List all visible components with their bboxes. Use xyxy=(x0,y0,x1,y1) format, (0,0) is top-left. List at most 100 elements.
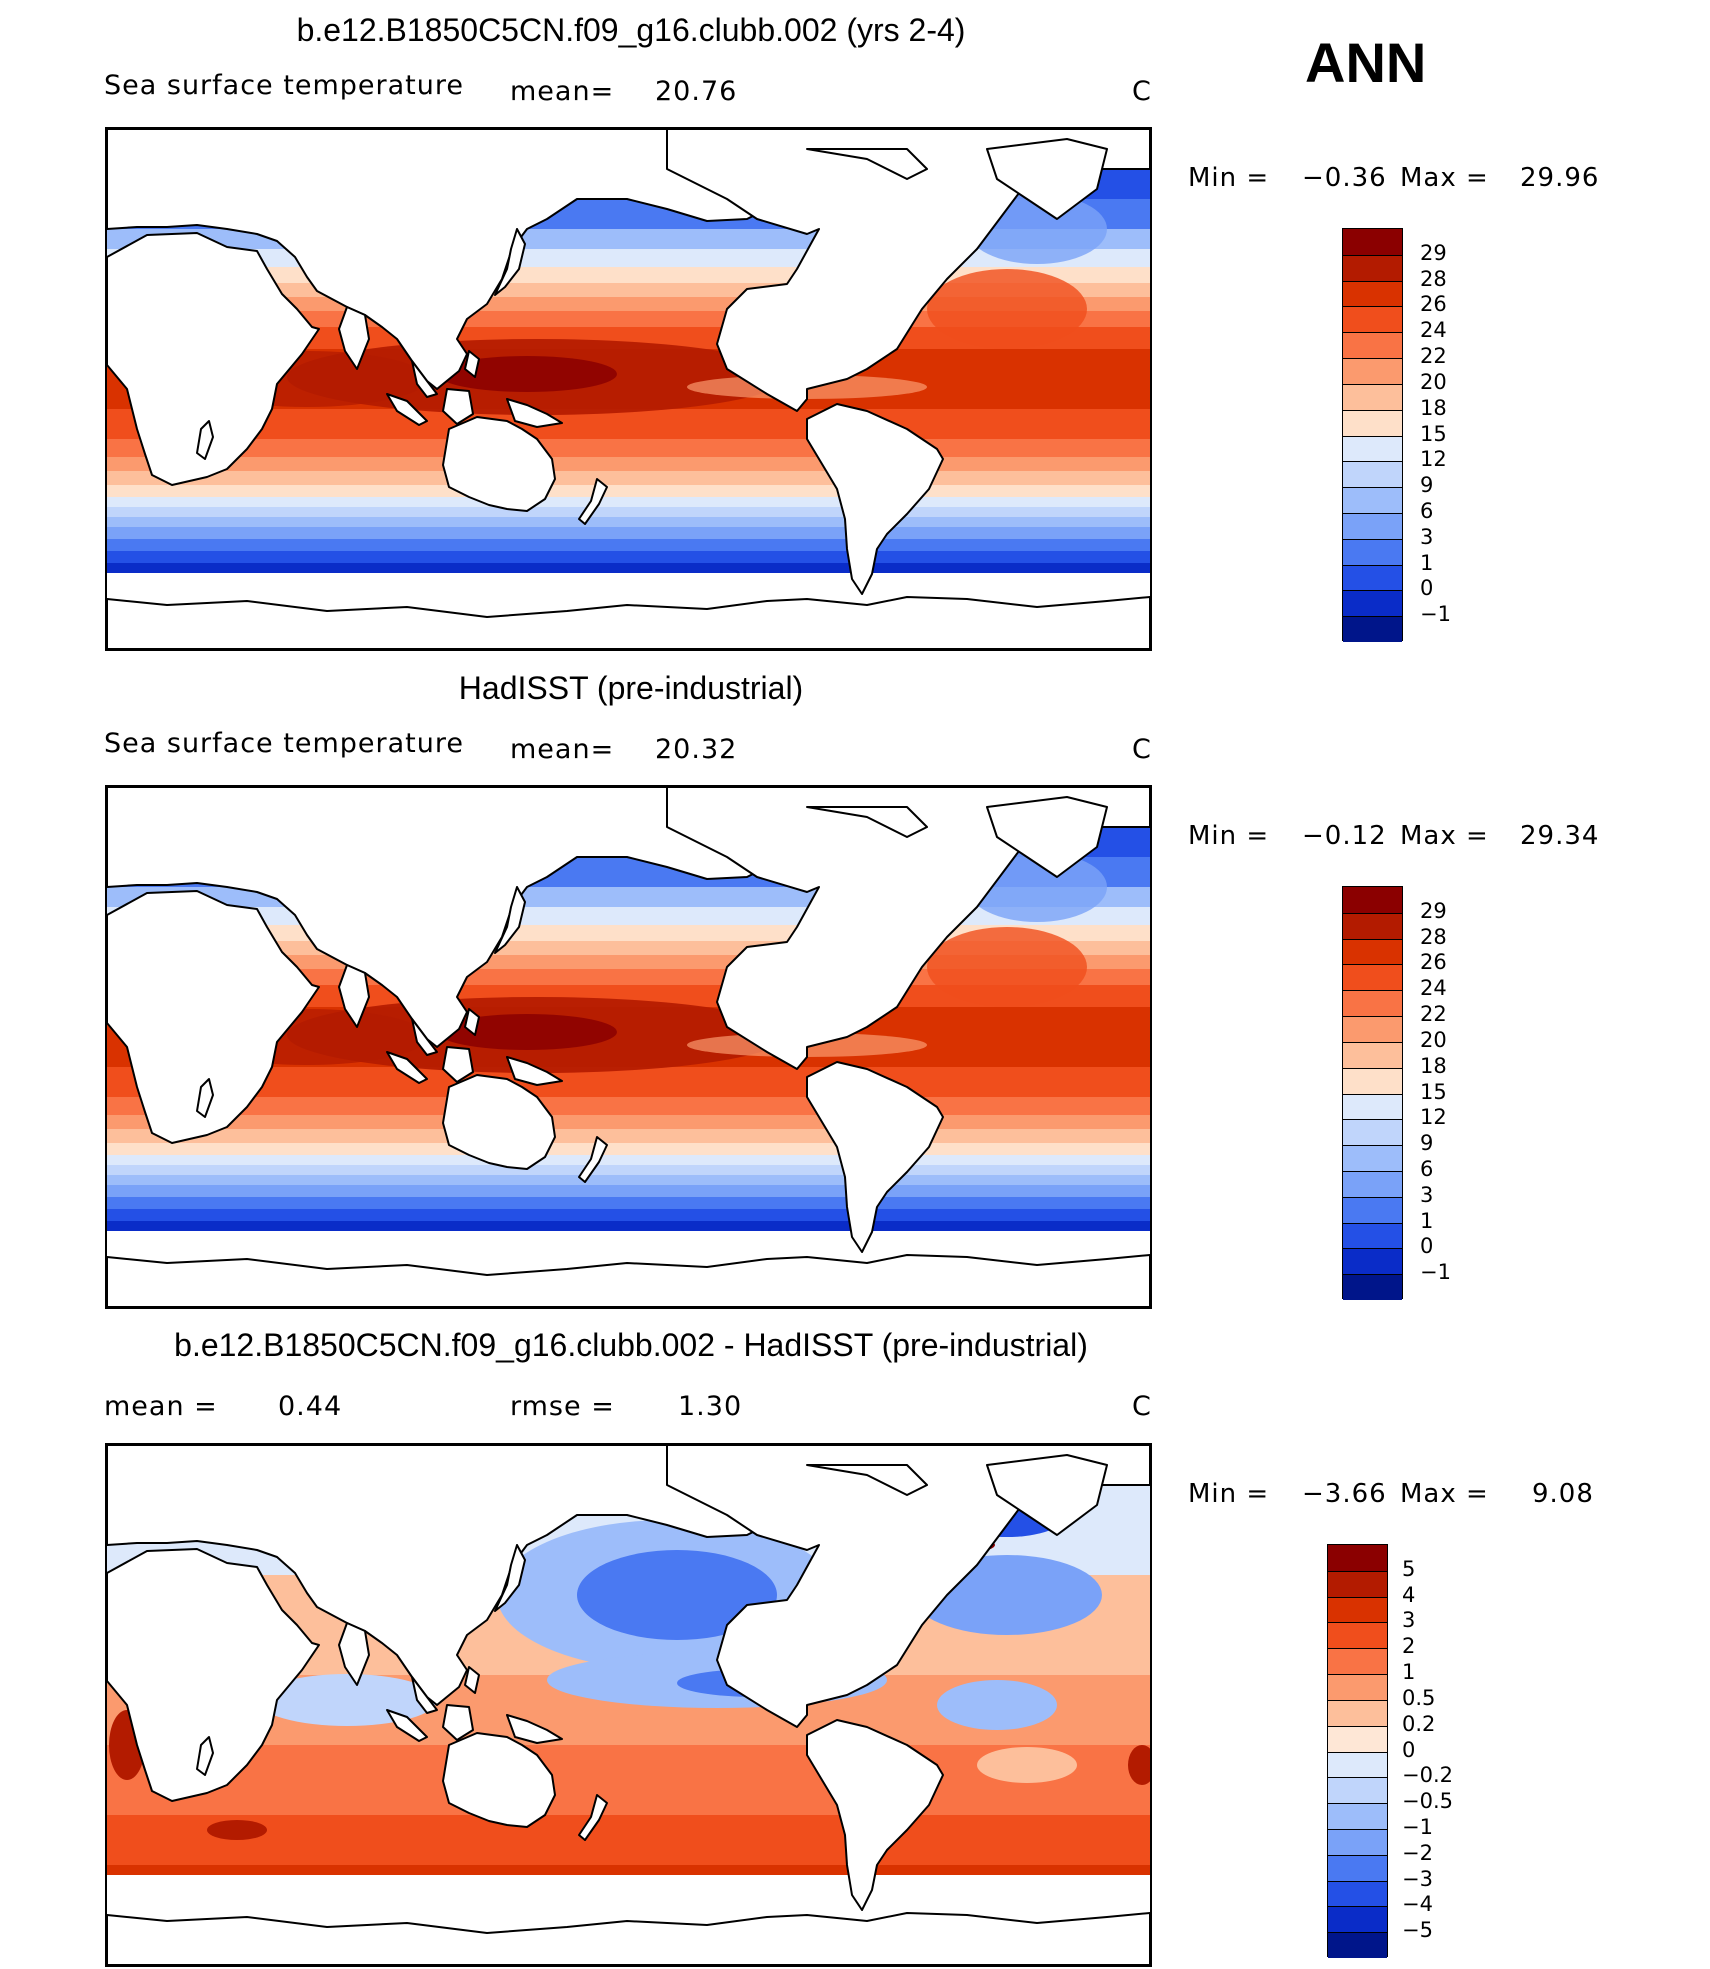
colorbar-tick-label: 6 xyxy=(1420,1156,1434,1181)
colorbar-swatch xyxy=(1343,409,1402,436)
colorbar-tick-label: −1 xyxy=(1420,602,1451,627)
min-value: −0.36 xyxy=(1302,163,1387,193)
colorbar-swatch xyxy=(1328,1674,1387,1700)
coastlines xyxy=(107,787,1150,1307)
colorbar-swatch xyxy=(1343,254,1402,281)
colorbar-swatch xyxy=(1343,564,1402,591)
max-label: Max = xyxy=(1400,1479,1489,1509)
colorbar-swatch xyxy=(1328,1699,1387,1726)
min-value: −3.66 xyxy=(1302,1479,1387,1509)
colorbar-swatch xyxy=(1343,938,1402,965)
colorbar-tick-label: 9 xyxy=(1420,473,1434,498)
rmse-value: 1.30 xyxy=(678,1391,743,1422)
colorbar xyxy=(1327,1544,1388,1958)
colorbar-tick-label: 0 xyxy=(1420,1234,1434,1259)
colorbar-swatch xyxy=(1343,1119,1402,1146)
max-value: 29.96 xyxy=(1520,163,1600,193)
colorbar-swatch xyxy=(1343,1016,1402,1042)
colorbar-swatch xyxy=(1343,616,1402,642)
colorbar-swatch xyxy=(1328,1725,1387,1752)
colorbar-tick-label: 28 xyxy=(1420,266,1447,291)
panel-title: b.e12.B1850C5CN.f09_g16.clubb.002 - HadI… xyxy=(174,1327,1088,1363)
rmse-label: rmse = xyxy=(510,1391,615,1422)
panel-title: HadISST (pre-industrial) xyxy=(458,670,804,706)
colorbar-tick-label: 20 xyxy=(1420,1027,1447,1052)
colorbar-tick-label: 4 xyxy=(1402,1582,1416,1607)
colorbar-swatch xyxy=(1328,1648,1387,1675)
sst-difference-map xyxy=(105,1443,1152,1967)
colorbar-tick-label: 22 xyxy=(1420,344,1447,369)
min-label: Min = xyxy=(1188,821,1270,851)
colorbar-swatch xyxy=(1328,1777,1387,1804)
colorbar-tick-label: 1 xyxy=(1420,550,1434,575)
max-label: Max = xyxy=(1400,163,1489,193)
min-value: −0.12 xyxy=(1302,821,1387,851)
colorbar-swatch xyxy=(1343,435,1402,462)
colorbar xyxy=(1342,886,1403,1300)
colorbar-swatch xyxy=(1343,1041,1402,1068)
colorbar-tick-label: 9 xyxy=(1420,1131,1434,1156)
colorbar-swatch xyxy=(1343,306,1402,333)
coastlines xyxy=(107,1445,1150,1965)
colorbar-swatch xyxy=(1328,1545,1387,1571)
colorbar-swatch xyxy=(1328,1803,1387,1829)
colorbar-tick-label: 0 xyxy=(1402,1737,1416,1762)
colorbar-tick-label: −0.2 xyxy=(1402,1763,1453,1788)
sst-map-obs xyxy=(105,785,1152,1309)
colorbar-swatch xyxy=(1343,1274,1402,1300)
mean-value: 0.44 xyxy=(278,1391,343,1422)
colorbar-tick-label: −1 xyxy=(1420,1260,1451,1285)
colorbar-tick-label: 24 xyxy=(1420,318,1447,343)
colorbar-swatch xyxy=(1343,383,1402,410)
colorbar-tick-label: 29 xyxy=(1420,898,1447,923)
colorbar-swatch xyxy=(1343,1170,1402,1197)
colorbar-tick-label: 3 xyxy=(1420,524,1434,549)
colorbar-swatch xyxy=(1343,590,1402,617)
colorbar-swatch xyxy=(1343,912,1402,939)
colorbar-tick-label: −3 xyxy=(1402,1866,1433,1891)
colorbar-swatch xyxy=(1343,332,1402,359)
colorbar-swatch xyxy=(1343,280,1402,307)
colorbar-tick-label: 12 xyxy=(1420,1105,1447,1130)
colorbar-tick-label: 29 xyxy=(1420,240,1447,265)
colorbar-tick-label: −2 xyxy=(1402,1840,1433,1865)
colorbar-swatch xyxy=(1328,1622,1387,1649)
colorbar-tick-label: 15 xyxy=(1420,421,1447,446)
colorbar-swatch xyxy=(1328,1751,1387,1778)
colorbar-tick-label: 0 xyxy=(1420,576,1434,601)
mean-label: mean= xyxy=(510,76,615,107)
colorbar-tick-label: 26 xyxy=(1420,950,1447,975)
colorbar-swatch xyxy=(1343,487,1402,513)
colorbar-swatch xyxy=(1343,358,1402,384)
colorbar-swatch xyxy=(1343,1067,1402,1094)
colorbar-tick-label: 0.2 xyxy=(1402,1711,1436,1736)
colorbar-tick-label: 3 xyxy=(1402,1608,1416,1633)
colorbar-swatch xyxy=(1328,1932,1387,1958)
colorbar-tick-label: 1 xyxy=(1420,1208,1434,1233)
units-label: C xyxy=(1132,1391,1152,1422)
colorbar-tick-label: 22 xyxy=(1420,1002,1447,1027)
units-label: C xyxy=(1132,76,1152,107)
coastlines xyxy=(107,129,1150,649)
colorbar-tick-label: 1 xyxy=(1402,1660,1416,1685)
colorbar-swatch xyxy=(1343,1222,1402,1249)
colorbar-swatch xyxy=(1343,1196,1402,1223)
units-label: C xyxy=(1132,734,1152,765)
variable-name: Sea surface temperature xyxy=(104,70,464,101)
season-label: ANN xyxy=(1305,31,1427,94)
colorbar-swatch xyxy=(1328,1854,1387,1881)
colorbar-swatch xyxy=(1328,1570,1387,1597)
colorbar-tick-label: −5 xyxy=(1402,1918,1433,1943)
variable-name: Sea surface temperature xyxy=(104,728,464,759)
colorbar-tick-label: 6 xyxy=(1420,498,1434,523)
colorbar-swatch xyxy=(1328,1596,1387,1623)
mean-value: 20.32 xyxy=(655,734,738,765)
colorbar-swatch xyxy=(1343,1145,1402,1171)
colorbar-swatch xyxy=(1343,990,1402,1017)
colorbar-tick-label: 2 xyxy=(1402,1634,1416,1659)
colorbar-swatch xyxy=(1343,538,1402,565)
colorbar-tick-label: 3 xyxy=(1420,1182,1434,1207)
max-value: 29.34 xyxy=(1520,821,1600,851)
colorbar-tick-label: 18 xyxy=(1420,395,1447,420)
colorbar-tick-label: 5 xyxy=(1402,1556,1416,1581)
